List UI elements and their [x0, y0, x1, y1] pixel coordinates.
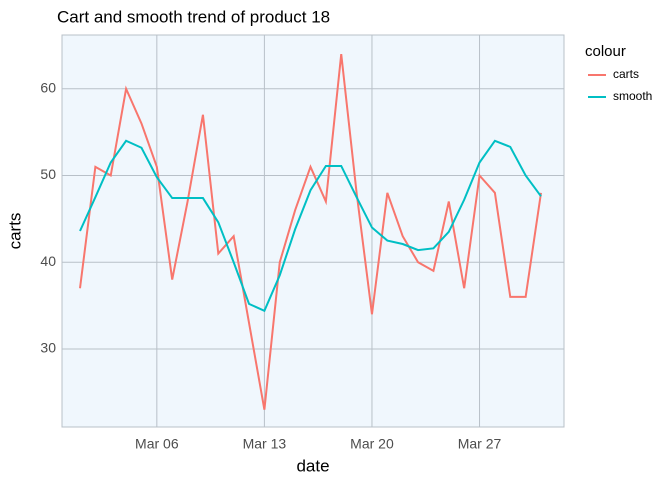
x-tick-label: Mar 06 — [135, 436, 179, 452]
legend-label: carts — [613, 67, 639, 81]
line — [79, 53, 542, 410]
y-tick-label: 50 — [40, 166, 56, 182]
y-tick-label: 40 — [40, 253, 56, 269]
x-tick-label: Mar 20 — [350, 436, 394, 452]
x-tick-label: Mar 13 — [243, 436, 287, 452]
line — [79, 139, 542, 313]
y-tick-label: 30 — [40, 340, 56, 356]
y-axis-title: carts — [5, 213, 24, 250]
legend-title: colour — [585, 43, 626, 60]
legend-label: smooth — [613, 89, 652, 103]
x-axis-title: date — [296, 456, 329, 475]
plot-panel — [61, 34, 565, 428]
chart-title: Cart and smooth trend of product 18 — [57, 7, 330, 26]
x-tick-label: Mar 27 — [458, 436, 502, 452]
y-tick-label: 60 — [40, 79, 56, 95]
grid — [62, 35, 564, 427]
